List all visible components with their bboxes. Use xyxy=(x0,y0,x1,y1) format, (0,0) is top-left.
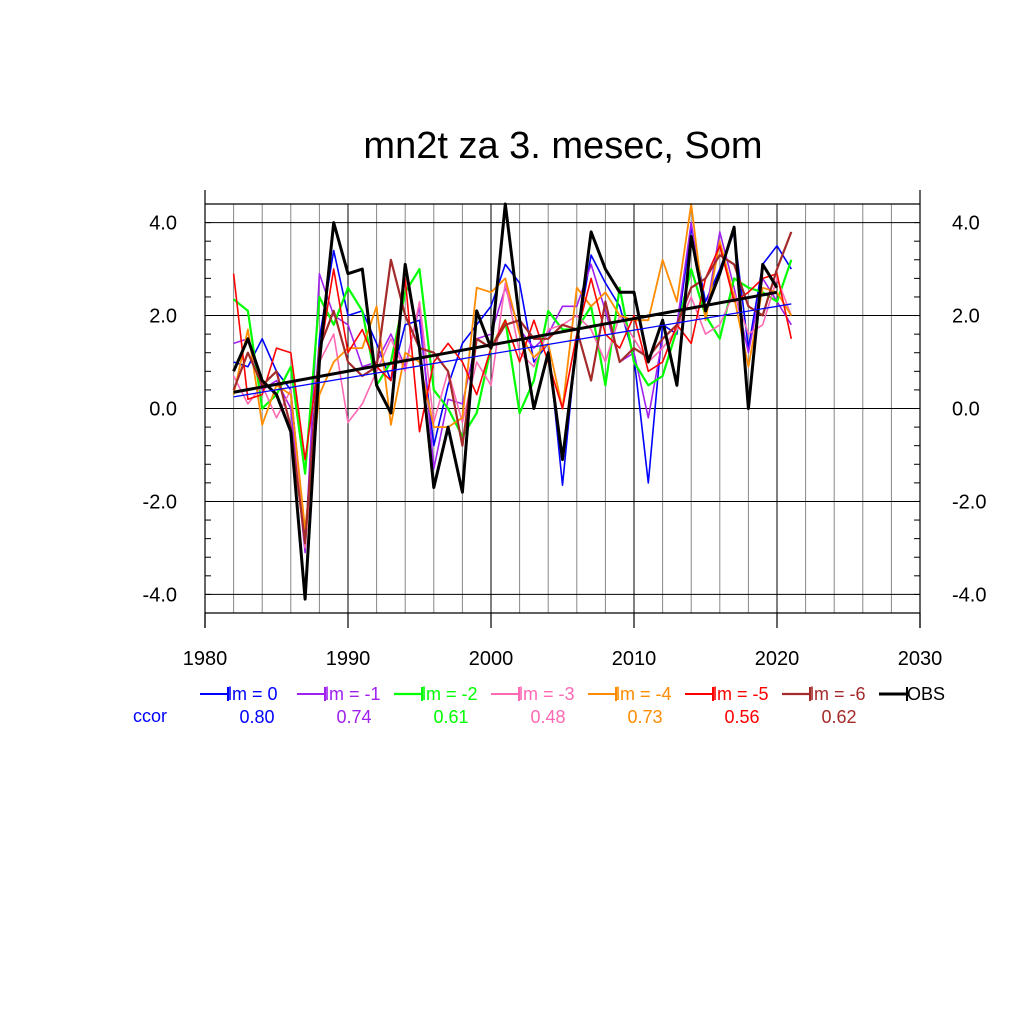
legend-entry-2: lm = -2 xyxy=(422,684,478,704)
ccor-value-1: 0.74 xyxy=(336,707,371,727)
ccor-value-0: 0.80 xyxy=(239,707,274,727)
x-tick-label: 2010 xyxy=(612,648,657,670)
x-tick-label: 1980 xyxy=(183,648,228,670)
legend-entry-7: OBS xyxy=(907,684,945,704)
ccor-value-2: 0.61 xyxy=(433,707,468,727)
trend-line-7 xyxy=(233,290,778,394)
ccor-label: ccor xyxy=(133,706,167,726)
legend-entry-4: lm = -4 xyxy=(616,684,672,704)
x-tick-label: 2030 xyxy=(898,648,943,670)
y-tick-label: -2.0 xyxy=(143,491,177,513)
y-tick-label-right: -2.0 xyxy=(952,491,986,513)
y-tick-label-right: 4.0 xyxy=(952,213,980,235)
legend-entry-3: lm = -3 xyxy=(519,684,575,704)
y-tick-label-right: -4.0 xyxy=(952,584,986,606)
y-tick-label: -4.0 xyxy=(143,584,177,606)
chart-title: mn2t za 3. mesec, Som xyxy=(363,125,762,167)
y-tick-label: 2.0 xyxy=(149,306,177,328)
series-line-3 xyxy=(232,277,793,549)
ccor-value-4: 0.73 xyxy=(627,707,662,727)
legend-entry-6: lm = -6 xyxy=(810,684,866,704)
y-tick-label: 4.0 xyxy=(149,213,177,235)
legend-entry-5: lm = -5 xyxy=(713,684,769,704)
legend: ccor lm = 0 0.80 lm = -1 0.74 lm = -2 0.61 lm =… xyxy=(133,684,945,727)
y-tick-label-right: 0.0 xyxy=(952,399,980,421)
y-tick-label: 0.0 xyxy=(149,399,177,421)
x-tick-label: 1990 xyxy=(326,648,371,670)
x-tick-label: 2000 xyxy=(469,648,514,670)
x-tick-label: 2020 xyxy=(755,648,800,670)
legend-entry-0: lm = 0 xyxy=(228,684,278,704)
ccor-value-3: 0.48 xyxy=(530,707,565,727)
trend-line-0 xyxy=(233,303,792,398)
ccor-value-5: 0.56 xyxy=(724,707,759,727)
legend-entry-1: lm = -1 xyxy=(325,684,381,704)
series-line-4 xyxy=(232,203,793,531)
series-line-6 xyxy=(232,231,793,545)
axes: -4.0 -4.0 -2.0 -2.0 0.0 0.0 2.0 2.0 4.0 4.0 1980 19… xyxy=(143,190,986,670)
series-line-5 xyxy=(232,245,793,461)
series-lines xyxy=(232,202,793,601)
y-tick-label-right: 2.0 xyxy=(952,306,980,328)
ccor-value-6: 0.62 xyxy=(821,707,856,727)
